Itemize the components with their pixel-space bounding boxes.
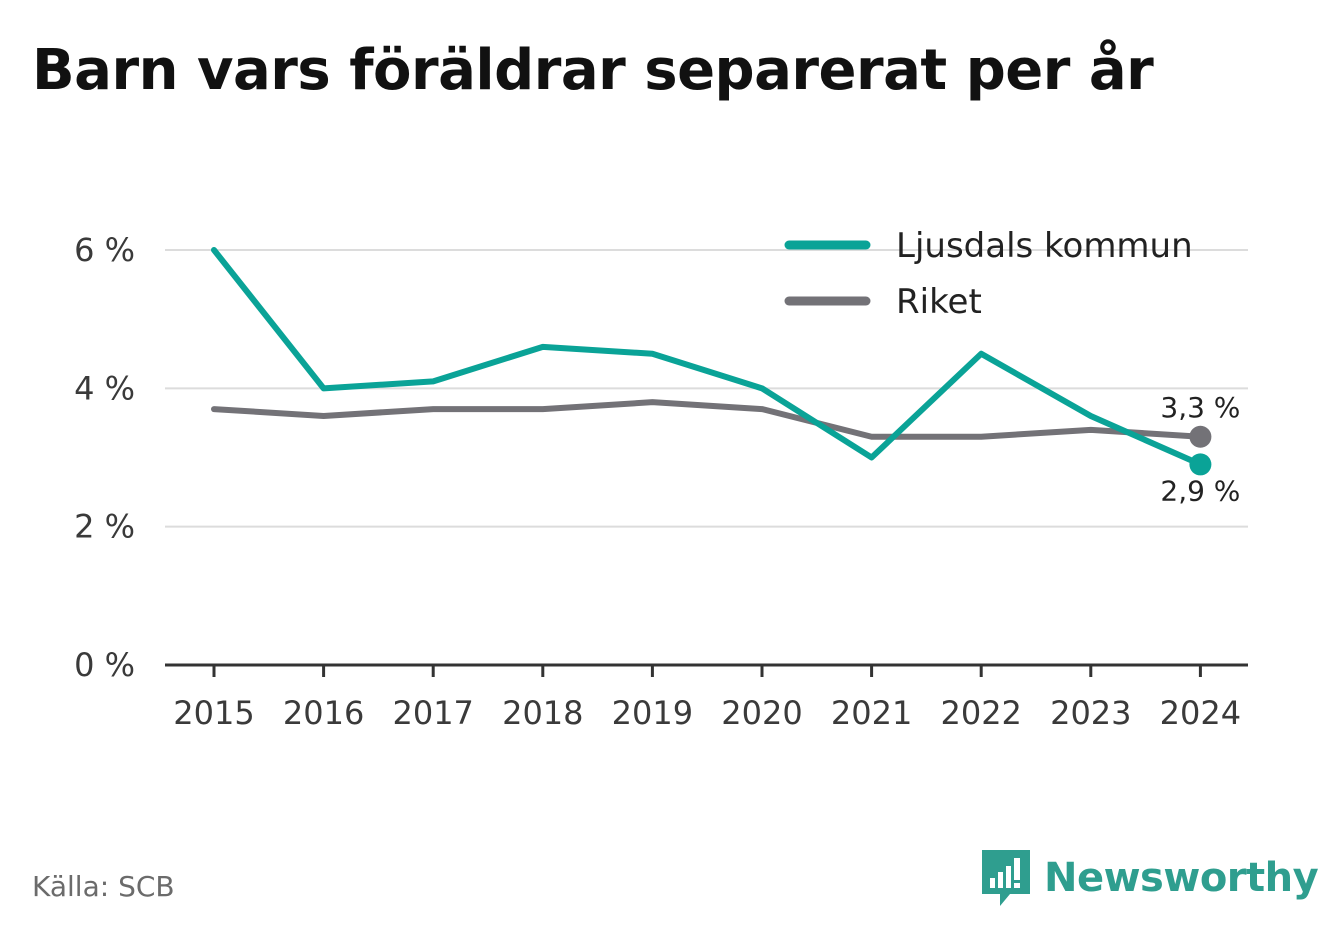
series-end-point bbox=[1189, 453, 1212, 476]
y-tick-label: 6 % bbox=[74, 231, 135, 269]
end-labels: 3,3 % 2,9 % bbox=[1160, 391, 1240, 508]
x-tick-label: 2021 bbox=[831, 694, 912, 732]
end-label-ljusdals-kommun: 2,9 % bbox=[1160, 474, 1240, 507]
source-note: Källa: SCB bbox=[32, 870, 175, 903]
x-tick-label: 2022 bbox=[940, 694, 1021, 732]
x-tick-label: 2023 bbox=[1050, 694, 1131, 732]
newsworthy-logo-icon bbox=[982, 850, 1030, 906]
end-label-riket: 3,3 % bbox=[1160, 391, 1240, 424]
series-end-point bbox=[1189, 425, 1212, 448]
series-line-ljusdals-kommun bbox=[211, 247, 1204, 468]
series-line-riket bbox=[211, 399, 1204, 440]
x-axis: 2015 2016 2017 2018 2019 2020 2021 2022 2023 2024 bbox=[165, 663, 1248, 732]
x-tick-label: 2019 bbox=[612, 694, 693, 732]
legend: Ljusdals kommun Riket bbox=[784, 226, 1193, 322]
x-tick-label: 2015 bbox=[173, 694, 254, 732]
x-tick-label: 2016 bbox=[283, 694, 364, 732]
legend-label: Riket bbox=[896, 282, 982, 322]
legend-label: Ljusdals kommun bbox=[896, 226, 1193, 266]
x-tick-label: 2024 bbox=[1160, 694, 1241, 732]
x-tick-label: 2020 bbox=[721, 694, 802, 732]
y-tick-label: 2 % bbox=[74, 508, 135, 546]
series-lines bbox=[211, 247, 1212, 476]
x-tick-label: 2017 bbox=[392, 694, 473, 732]
x-tick-label: 2018 bbox=[502, 694, 583, 732]
brand-logo: Newsworthy bbox=[980, 848, 1319, 908]
y-axis: 0 % 2 % 4 % 6 % bbox=[74, 231, 135, 684]
brand-name: Newsworthy bbox=[1044, 855, 1319, 901]
chart-title: Barn vars föräldrar separerat per år bbox=[32, 38, 1154, 103]
y-tick-label: 4 % bbox=[74, 369, 135, 407]
y-tick-label: 0 % bbox=[74, 646, 135, 684]
